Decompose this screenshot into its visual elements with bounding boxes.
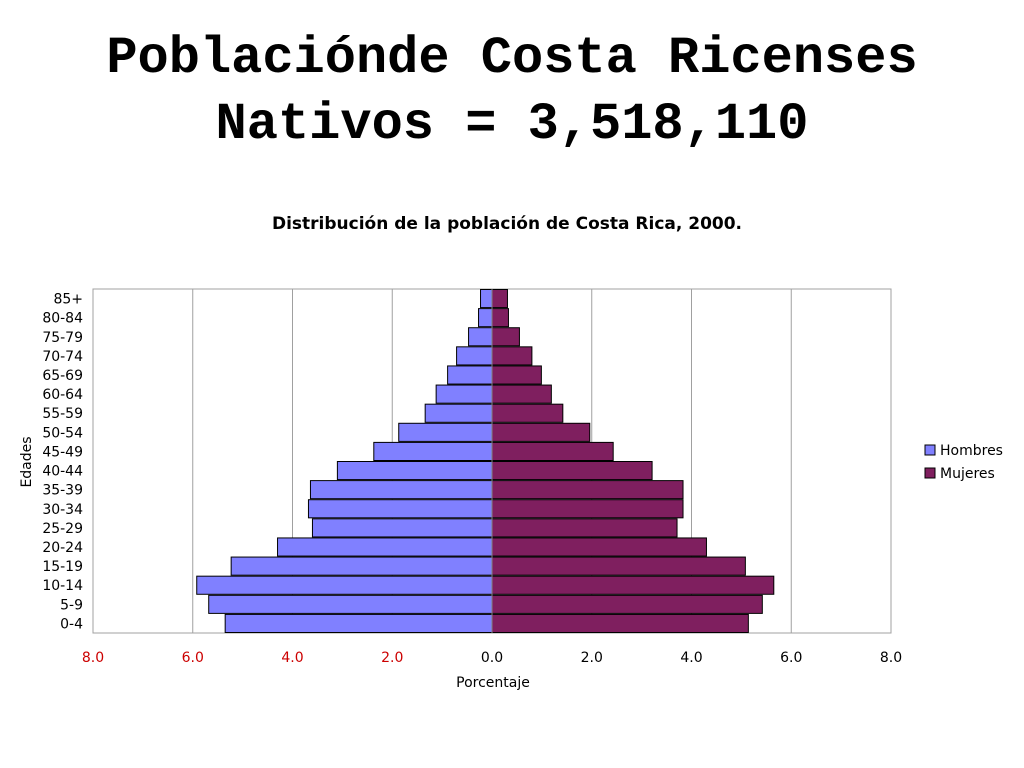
bar-mujeres: [491, 556, 746, 576]
plot-area: 8.0 6.0 4.0 2.0 0.0 2.0 4.0 6.0 8.0 0-4 5-9 10-14 15…: [42, 288, 902, 666]
slide-title-line1: Poblaciónde Costa Ricenses: [106, 29, 918, 88]
x-tick-label: 6.0: [182, 650, 204, 666]
x-tick-label: 4.0: [680, 650, 702, 666]
bar-hombres: [309, 480, 493, 500]
y-tick-label: 5-9: [60, 597, 83, 613]
slide-title-line2: Nativos = 3,518,110: [215, 95, 809, 154]
bar-hombres: [373, 441, 493, 461]
y-tick-label: 50-54: [42, 425, 83, 441]
y-tick-label: 30-34: [42, 502, 83, 518]
chart-title: Distribución de la población de Costa Ri…: [272, 214, 742, 234]
y-tick-label: 25-29: [42, 521, 83, 537]
bar-mujeres: [491, 365, 542, 385]
x-tick-label: 8.0: [880, 650, 902, 666]
bar-mujeres: [491, 384, 552, 404]
bar-hombres: [307, 499, 493, 519]
x-tick-label: 6.0: [780, 650, 802, 666]
bar-hombres: [196, 575, 493, 595]
bar-mujeres: [491, 575, 775, 595]
y-tick-label: 15-19: [42, 559, 83, 575]
bar-mujeres: [491, 480, 684, 500]
bar-mujeres: [491, 308, 509, 328]
bar-mujeres: [491, 461, 653, 481]
legend-label: Hombres: [940, 443, 1003, 459]
bar-mujeres: [491, 441, 614, 461]
y-tick-label: 70-74: [42, 349, 83, 365]
y-tick-label: 85+: [53, 292, 83, 308]
x-tick-label: 8.0: [82, 650, 104, 666]
y-tick-label: 40-44: [42, 464, 83, 480]
bar-hombres: [456, 346, 493, 366]
x-axis-label: Porcentaje: [456, 675, 530, 691]
x-tick-label: 2.0: [381, 650, 403, 666]
bar-hombres: [277, 537, 493, 557]
bar-hombres: [398, 422, 493, 442]
legend: Hombres Mujeres: [924, 443, 1003, 482]
bar-hombres: [336, 461, 493, 481]
legend-label: Mujeres: [940, 466, 995, 482]
bar-hombres: [230, 556, 493, 576]
y-tick-label: 55-59: [42, 406, 83, 422]
bar-mujeres: [491, 327, 520, 347]
x-tick-label: 0.0: [481, 650, 503, 666]
slide-title: Poblaciónde Costa Ricenses Nativos = 3,5…: [0, 26, 1024, 158]
bar-mujeres: [491, 613, 749, 634]
y-tick-label: 45-49: [42, 444, 83, 460]
bar-hombres: [424, 403, 493, 423]
bar-mujeres: [491, 289, 508, 309]
x-tick-label: 4.0: [281, 650, 303, 666]
legend-swatch: [924, 444, 936, 456]
bar-mujeres: [491, 594, 763, 614]
bar-hombres: [468, 327, 493, 347]
bar-mujeres: [491, 537, 707, 557]
bar-mujeres: [491, 422, 591, 442]
bar-hombres: [208, 594, 493, 614]
y-tick-label: 65-69: [42, 368, 83, 384]
y-tick-label: 75-79: [42, 330, 83, 346]
bar-mujeres: [491, 499, 684, 519]
bar-hombres: [478, 308, 493, 328]
bar-hombres: [435, 384, 493, 404]
legend-swatch: [924, 467, 936, 479]
y-axis-label: Edades: [19, 436, 35, 487]
bar-hombres: [480, 289, 493, 309]
y-tick-label: 60-64: [42, 387, 83, 403]
y-tick-label: 0-4: [60, 616, 83, 632]
y-tick-label: 10-14: [42, 578, 83, 594]
bar-mujeres: [491, 403, 564, 423]
bar-hombres: [447, 365, 493, 385]
y-tick-label: 35-39: [42, 483, 83, 499]
y-tick-label: 80-84: [42, 311, 83, 327]
bar-hombres: [311, 518, 493, 538]
bar-hombres: [224, 613, 493, 634]
y-tick-label: 20-24: [42, 540, 83, 556]
bar-mujeres: [491, 346, 533, 366]
bar-mujeres: [491, 518, 678, 538]
x-tick-label: 2.0: [581, 650, 603, 666]
